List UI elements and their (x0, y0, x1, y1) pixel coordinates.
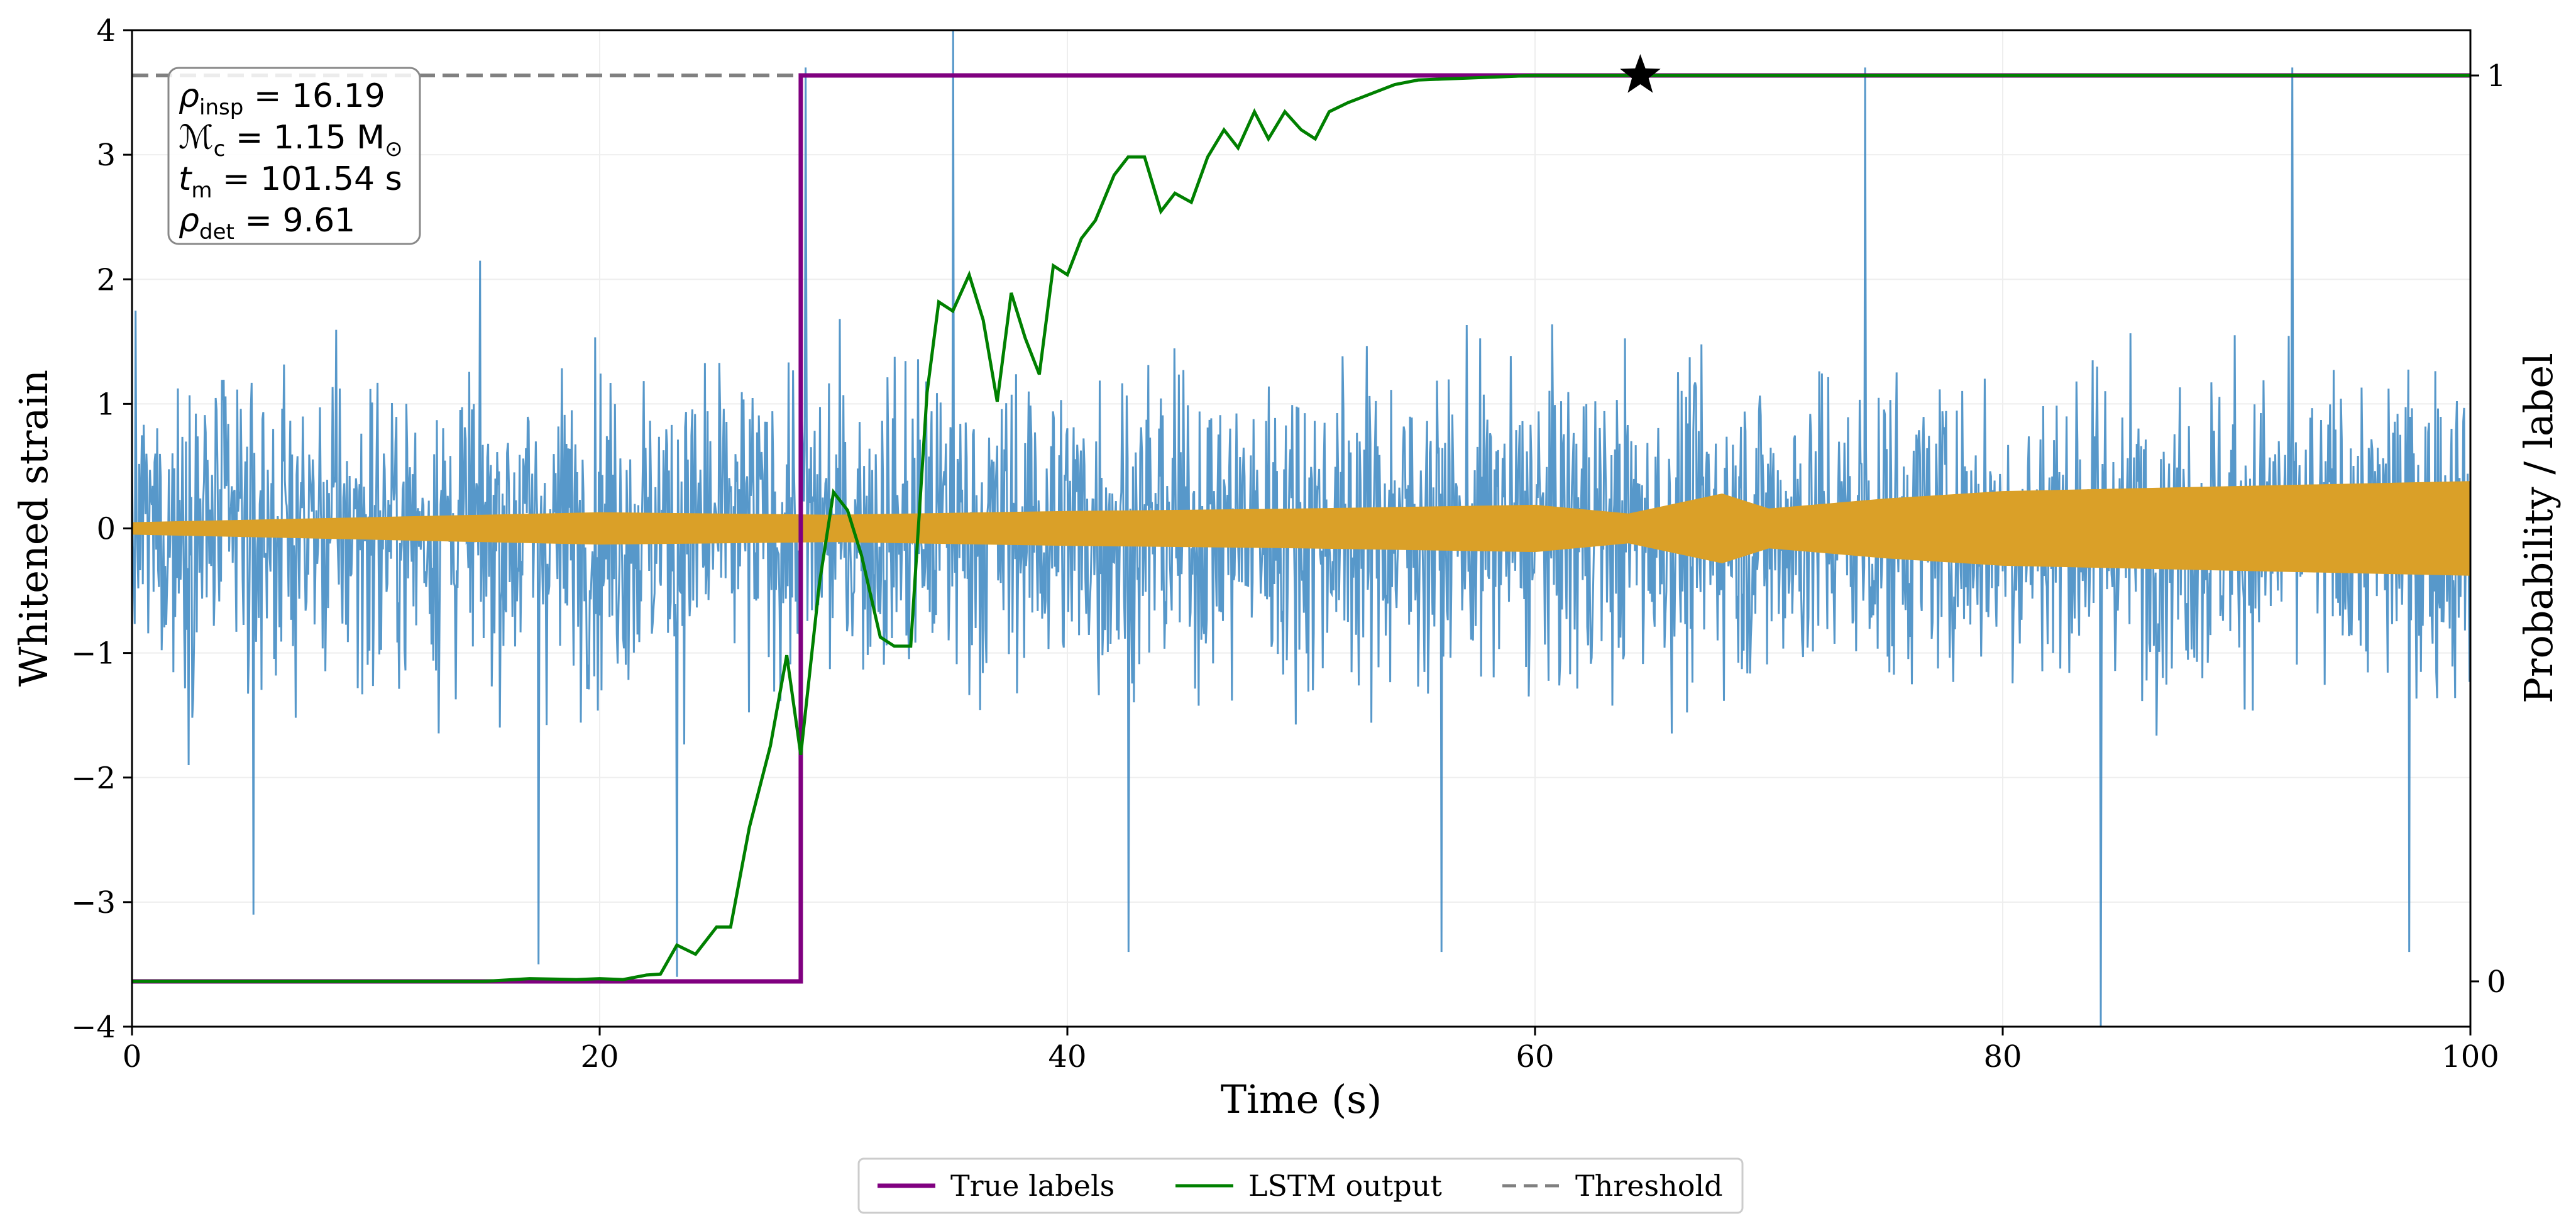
y-tick-label: −1 (71, 636, 116, 671)
x-tick-label: 20 (580, 1039, 619, 1074)
y2-tick-label: 0 (2487, 964, 2506, 1000)
detection-star-marker (1620, 54, 1661, 93)
annotation-frame (167, 67, 421, 245)
x-tick-label: 0 (123, 1039, 142, 1074)
y-tick-label: −2 (71, 761, 116, 796)
y-tick-label: 4 (96, 13, 116, 48)
y-tick-label: 0 (96, 512, 116, 547)
legend-label: LSTM output (1248, 1169, 1442, 1203)
annotation-line: ρdet = 9.61 (179, 202, 355, 245)
annotation-line: ℳc = 1.15 M⊙ (179, 119, 403, 162)
annotation-line: ρinsp = 16.19 (179, 77, 385, 120)
y-axis-ticks: −4 −3 −2 −1 0 1 2 3 4 (71, 13, 132, 1045)
y2-axis-label: Probability / label (2516, 353, 2562, 704)
x-tick-label: 60 (1516, 1039, 1554, 1074)
x-axis-label: Time (s) (1221, 1076, 1382, 1122)
x-tick-label: 100 (2441, 1039, 2499, 1074)
y2-axis-ticks: 01 (2470, 58, 2506, 1000)
y-axis-label: Whitened strain (11, 370, 57, 687)
legend-label: True labels (950, 1169, 1115, 1203)
legend-entries: True labels LSTM output Threshold (878, 1169, 1723, 1203)
y2-tick-label: 1 (2487, 58, 2506, 94)
y-tick-label: 1 (96, 387, 116, 422)
y-tick-label: −4 (71, 1010, 116, 1045)
y-tick-label: −3 (71, 885, 116, 920)
annotation-line: tm = 101.54 s (179, 160, 402, 203)
legend-frame (857, 1157, 1744, 1214)
y-tick-label: 2 (96, 262, 116, 297)
y-tick-label: 3 (96, 138, 116, 173)
x-tick-label: 40 (1048, 1039, 1086, 1074)
lstm-output-line (132, 74, 2470, 983)
legend-label: Threshold (1575, 1169, 1723, 1203)
x-tick-label: 80 (1983, 1039, 2022, 1074)
injected-signal-band (132, 481, 2470, 576)
x-axis-ticks: 0 20 40 60 80 100 (123, 1027, 2499, 1074)
legend: True labels LSTM output Threshold (857, 1157, 1744, 1214)
